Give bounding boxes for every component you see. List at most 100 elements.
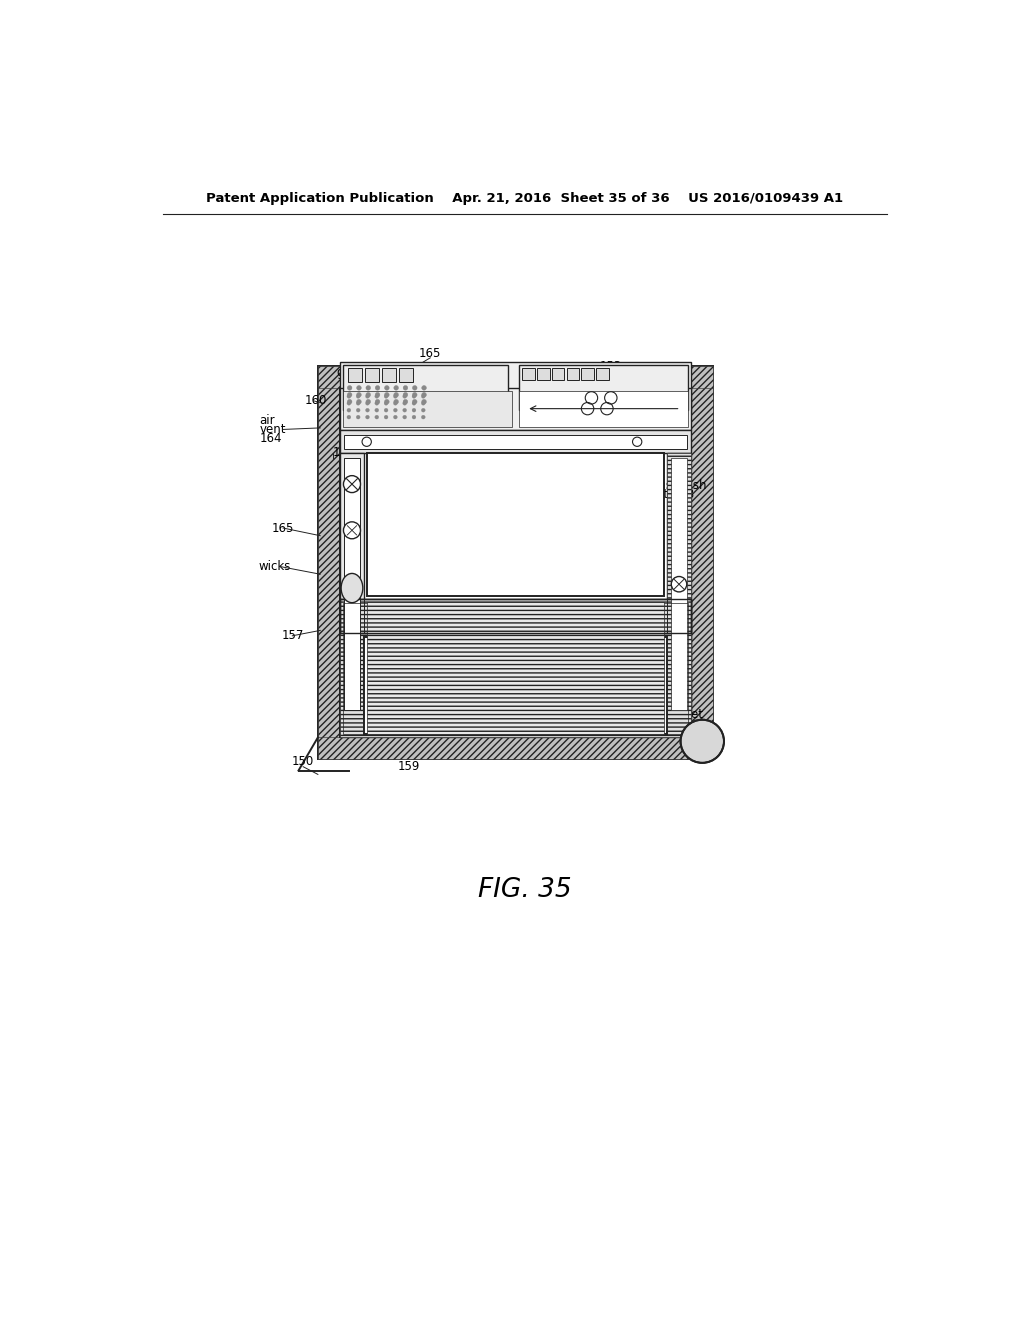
Circle shape — [421, 401, 425, 405]
Text: Reagent: Reagent — [483, 519, 548, 533]
Bar — [366, 368, 379, 381]
Bar — [340, 599, 691, 634]
Circle shape — [413, 392, 417, 397]
Bar — [343, 391, 512, 428]
Circle shape — [672, 577, 687, 591]
Text: 155: 155 — [596, 620, 618, 634]
Circle shape — [586, 392, 598, 404]
Circle shape — [384, 395, 388, 399]
Bar — [317, 367, 713, 759]
Text: air: air — [260, 413, 275, 426]
Text: conduit 158: conduit 158 — [624, 488, 694, 502]
Circle shape — [375, 401, 379, 405]
Bar — [552, 368, 564, 380]
Circle shape — [356, 416, 360, 418]
Circle shape — [347, 400, 352, 404]
Circle shape — [394, 385, 398, 391]
Bar — [518, 391, 688, 428]
Circle shape — [403, 385, 408, 391]
Circle shape — [402, 416, 407, 418]
Circle shape — [412, 408, 416, 412]
Circle shape — [421, 395, 425, 399]
Bar — [340, 363, 691, 412]
Circle shape — [604, 392, 617, 404]
Bar — [340, 388, 691, 430]
Text: 154: 154 — [624, 529, 646, 543]
Circle shape — [412, 395, 416, 399]
Circle shape — [402, 401, 407, 405]
Circle shape — [347, 408, 351, 412]
Text: 161: 161 — [380, 660, 402, 673]
Circle shape — [343, 475, 360, 492]
Circle shape — [393, 395, 397, 399]
Text: Pouch: Pouch — [493, 531, 539, 545]
Circle shape — [394, 400, 398, 404]
Text: 151: 151 — [624, 601, 646, 614]
Bar — [672, 458, 687, 710]
Circle shape — [356, 401, 360, 405]
Bar — [368, 602, 664, 734]
Circle shape — [413, 400, 417, 404]
Circle shape — [347, 395, 351, 399]
Bar — [365, 599, 667, 634]
Text: conduit: conduit — [630, 416, 675, 428]
Text: 166: 166 — [333, 446, 355, 459]
Text: 159: 159 — [397, 760, 420, 774]
Bar — [667, 453, 691, 714]
Circle shape — [403, 400, 408, 404]
Circle shape — [356, 395, 360, 399]
Circle shape — [385, 385, 389, 391]
Bar — [340, 599, 691, 634]
Circle shape — [422, 385, 426, 391]
Circle shape — [412, 416, 416, 418]
Circle shape — [403, 392, 408, 397]
Bar — [538, 368, 550, 380]
Circle shape — [412, 401, 416, 405]
Text: 164: 164 — [260, 432, 283, 445]
Circle shape — [343, 521, 360, 539]
Text: Sample Diaphragm: Sample Diaphragm — [449, 678, 583, 692]
Bar — [340, 453, 365, 714]
Bar — [348, 368, 362, 381]
Circle shape — [422, 392, 426, 397]
Text: 160: 160 — [305, 395, 327, 408]
Bar — [317, 367, 713, 388]
Text: Foil: Foil — [503, 506, 528, 521]
Circle shape — [394, 392, 398, 397]
Text: 167: 167 — [630, 717, 652, 730]
Circle shape — [384, 408, 388, 412]
Bar — [691, 367, 713, 759]
Circle shape — [366, 392, 371, 397]
Circle shape — [385, 392, 389, 397]
Bar — [340, 430, 691, 453]
Bar — [365, 636, 667, 734]
Circle shape — [385, 400, 389, 404]
Circle shape — [375, 385, 380, 391]
Circle shape — [422, 400, 426, 404]
Circle shape — [402, 395, 407, 399]
Circle shape — [366, 385, 371, 391]
Circle shape — [393, 408, 397, 412]
Circle shape — [366, 416, 370, 418]
Circle shape — [356, 385, 361, 391]
Circle shape — [393, 401, 397, 405]
Text: ground chip: ground chip — [337, 366, 408, 379]
Bar — [596, 368, 608, 380]
Text: sample: sample — [630, 407, 673, 418]
Circle shape — [375, 408, 379, 412]
Text: 156: 156 — [466, 660, 488, 673]
Text: 162: 162 — [596, 506, 618, 519]
Circle shape — [375, 400, 380, 404]
Text: 157: 157 — [282, 630, 304, 643]
Text: FIG. 35: FIG. 35 — [478, 876, 571, 903]
Circle shape — [356, 400, 361, 404]
Circle shape — [384, 401, 388, 405]
Text: analysis/wash: analysis/wash — [624, 479, 707, 492]
Bar — [340, 599, 691, 738]
Bar — [382, 368, 396, 381]
Bar — [399, 368, 414, 381]
Circle shape — [356, 408, 360, 412]
Bar — [343, 364, 508, 411]
Circle shape — [402, 408, 407, 412]
Bar — [317, 738, 713, 759]
